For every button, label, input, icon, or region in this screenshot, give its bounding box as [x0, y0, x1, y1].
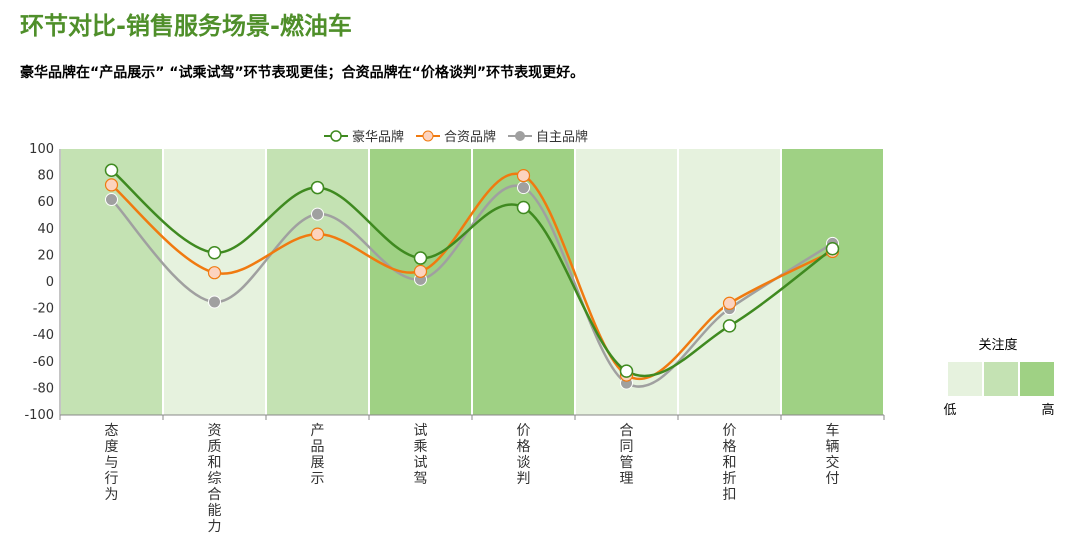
series-lines [110, 169, 834, 388]
page-title: 环节对比-销售服务场景-燃油车 [20, 12, 352, 40]
data-point[interactable] [311, 207, 324, 221]
legend-label: 自主品牌 [536, 129, 588, 145]
data-point[interactable] [104, 178, 119, 192]
y-tick-label: 100 [29, 142, 54, 157]
x-category-label: 价格和折扣 [723, 423, 737, 503]
y-tick-label: 60 [37, 195, 54, 210]
data-point[interactable] [413, 251, 428, 265]
y-tick-label: 80 [37, 169, 54, 184]
x-category-label: 价格谈判 [517, 423, 531, 487]
visual-map-swatch[interactable] [948, 362, 982, 396]
background-band [679, 149, 780, 415]
data-point[interactable] [207, 266, 222, 280]
legend-label: 豪华品牌 [352, 129, 404, 145]
background-band [782, 149, 883, 415]
visual-map-low-label: 低 [943, 403, 956, 418]
legend-label: 合资品牌 [444, 129, 496, 145]
data-point[interactable] [722, 319, 737, 333]
data-point[interactable] [310, 180, 325, 195]
legend-item[interactable]: 自主品牌 [508, 129, 588, 145]
series-line [110, 172, 834, 381]
visual-map-swatch[interactable] [984, 362, 1018, 396]
background-bands [61, 149, 883, 415]
x-category-label: 试乘试驾 [414, 423, 428, 487]
series-points [104, 163, 840, 390]
legend-item[interactable]: 合资品牌 [416, 129, 496, 145]
x-category-label: 车辆交付 [826, 422, 840, 487]
y-tick-label: 40 [37, 222, 54, 237]
data-point[interactable] [516, 200, 531, 215]
data-point[interactable] [722, 296, 737, 310]
legend-marker [330, 130, 342, 142]
y-tick-label: 0 [46, 275, 54, 290]
data-point[interactable] [208, 295, 221, 309]
data-point[interactable] [517, 181, 530, 195]
y-tick-label: -100 [24, 408, 54, 423]
y-tick-label: 20 [37, 248, 54, 263]
series-line [110, 184, 834, 388]
x-category-label: 产品展示 [311, 423, 325, 487]
y-tick-label: -40 [33, 328, 54, 343]
legend-marker [515, 131, 525, 141]
x-axis: 态度与行为 资质和综合能力 产品展示 试乘试驾 价格谈判 合同管理 价格和折扣 车辆交付 [59, 414, 885, 535]
legend-item[interactable]: 豪华品牌 [324, 129, 404, 145]
x-category-label: 资质和综合能力 [208, 423, 222, 535]
series-line [110, 169, 834, 378]
data-point[interactable] [104, 163, 119, 178]
y-axis: 100 80 60 40 20 0 -20 -40 -60 -80 -100 [24, 142, 61, 423]
y-tick-label: -80 [33, 381, 54, 396]
data-point[interactable] [310, 227, 325, 241]
data-point[interactable] [825, 242, 840, 256]
y-tick-label: -20 [33, 302, 54, 317]
data-point[interactable] [207, 245, 222, 260]
legend: 豪华品牌 合资品牌 自主品牌 [324, 129, 588, 145]
chart-subtitle: 豪华品牌在“产品展示” “试乘试驾”环节表现更佳；合资品牌在“价格谈判”环节表现… [20, 65, 585, 81]
data-point[interactable] [105, 193, 118, 207]
y-tick-label: -60 [33, 355, 54, 370]
visual-map-title: 关注度 [978, 337, 1017, 353]
visual-map-swatch[interactable] [1020, 362, 1054, 396]
x-category-label: 态度与行为 [105, 423, 119, 503]
visual-map-high-label: 高 [1041, 402, 1054, 418]
data-point[interactable] [619, 364, 634, 378]
x-category-label: 合同管理 [620, 423, 634, 487]
legend-marker [422, 130, 434, 142]
data-point[interactable] [516, 169, 531, 183]
data-point[interactable] [413, 264, 428, 278]
